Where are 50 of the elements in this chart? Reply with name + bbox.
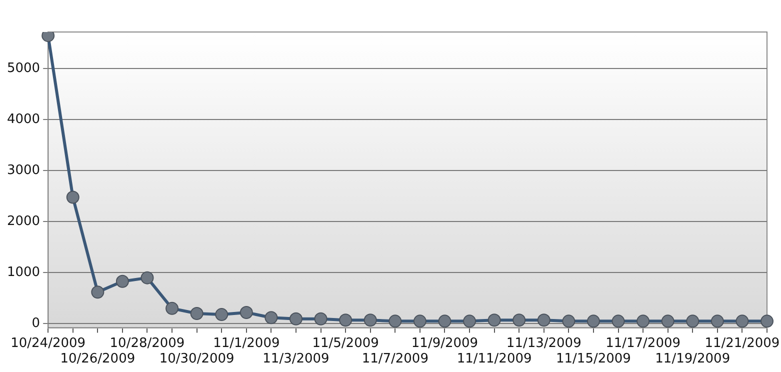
y-tick-label: 1000 [6, 265, 40, 280]
y-tick-label: 2000 [6, 214, 40, 230]
y-tick-label: 3000 [6, 163, 40, 178]
x-tick-label: 10/26/2009 [60, 352, 136, 367]
point [166, 302, 179, 315]
point [66, 190, 80, 204]
point [661, 314, 674, 328]
point [289, 312, 302, 326]
point [364, 314, 377, 327]
point [339, 314, 352, 327]
x-tick-label: 11/13/2009 [506, 336, 582, 351]
point [686, 314, 700, 328]
point [264, 311, 278, 324]
y-tick-label: 0 [32, 316, 40, 332]
point [438, 314, 452, 328]
x-tick-label: 11/19/2009 [655, 352, 730, 367]
point [314, 312, 328, 326]
point [91, 286, 104, 299]
point [760, 314, 774, 328]
y-tick-label: 4000 [6, 112, 40, 128]
point [710, 314, 724, 328]
point [140, 271, 154, 284]
point [190, 307, 204, 320]
x-tick-label: 11/15/2009 [556, 352, 631, 367]
point [116, 274, 129, 288]
point [562, 314, 576, 328]
point [488, 314, 501, 327]
point [586, 314, 600, 328]
x-tick-label: 10/30/2009 [159, 352, 234, 367]
point [388, 314, 402, 328]
point [215, 308, 228, 322]
point [736, 314, 749, 328]
point [636, 314, 650, 328]
x-tick-label: 10/24/2009 [10, 336, 86, 351]
x-tick-label: 11/1/2009 [213, 336, 280, 351]
point [413, 314, 426, 328]
x-tick-label: 11/7/2009 [362, 352, 428, 367]
x-tick-label: 11/3/2009 [262, 352, 330, 367]
x-tick-label: 10/28/2009 [110, 336, 185, 351]
point [463, 314, 476, 328]
point [512, 314, 526, 327]
x-tick-label: 11/5/2009 [312, 336, 379, 351]
x-tick-label: 11/9/2009 [411, 336, 478, 351]
x-tick-label: 11/11/2009 [456, 352, 532, 367]
y-tick-label: 5000 [6, 61, 40, 76]
x-tick-label: 11/17/2009 [606, 336, 681, 351]
x-tick-label: 11/21/2009 [704, 336, 780, 351]
point [240, 306, 253, 319]
point [537, 314, 550, 327]
point [612, 314, 625, 328]
